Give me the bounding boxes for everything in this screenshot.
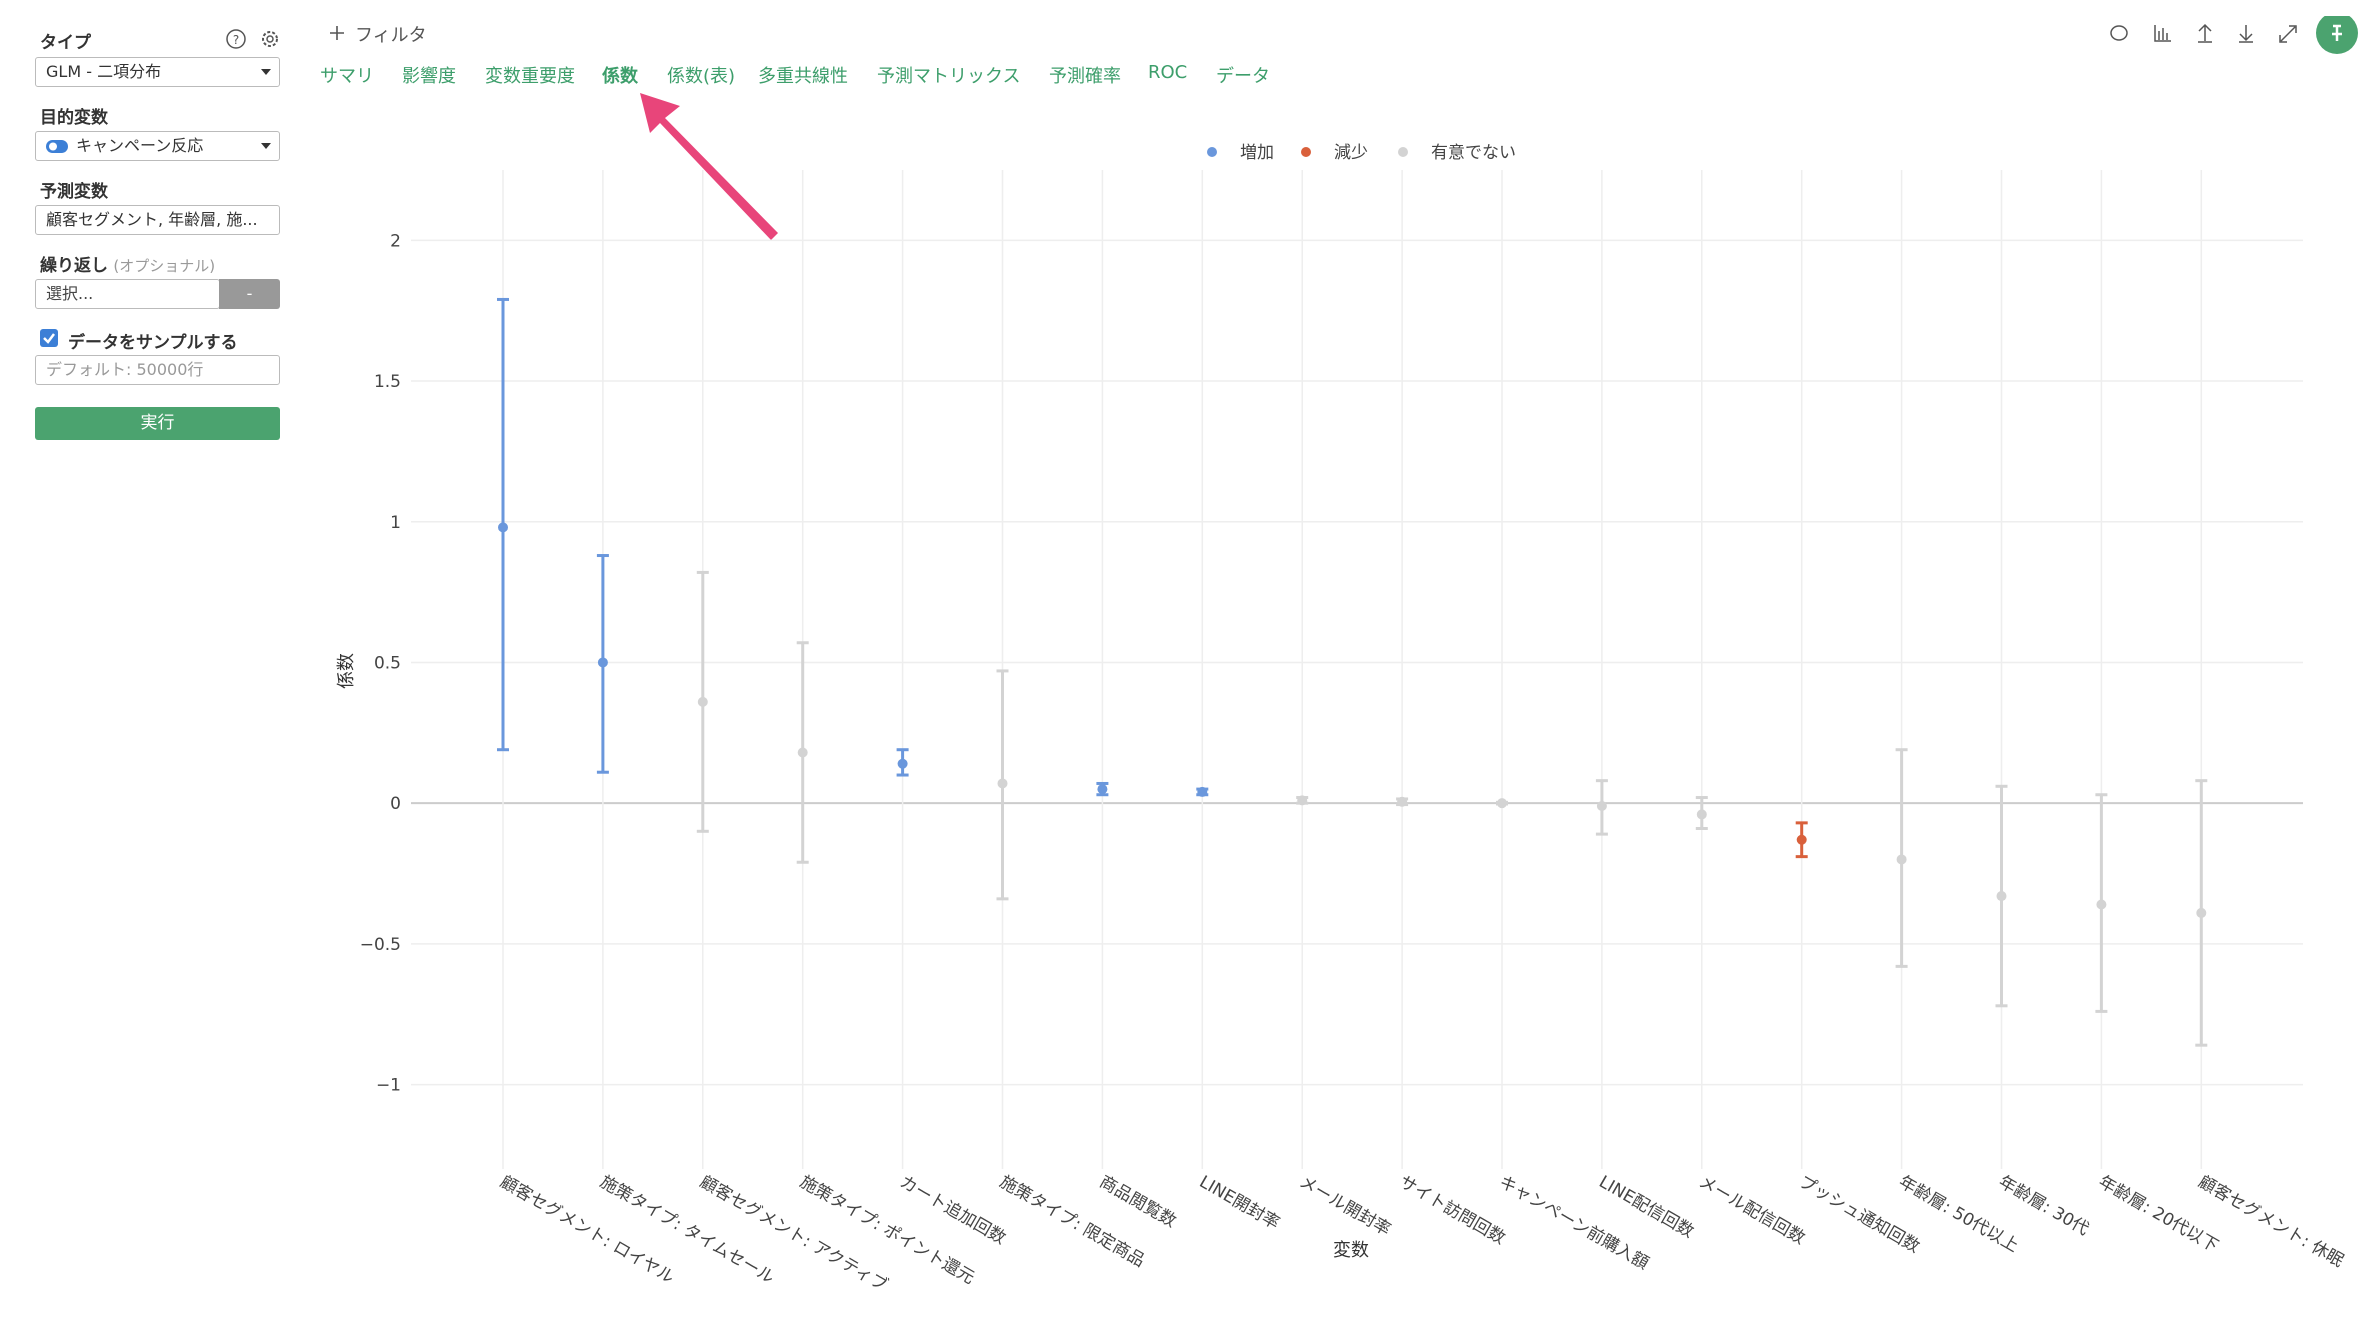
legend-marker — [1301, 147, 1311, 157]
x-tick-label: 顧客セグメント: ロイヤル — [497, 1172, 678, 1288]
point — [1097, 784, 1108, 795]
y-tick-label: −0.5 — [360, 935, 401, 955]
x-axis-title: 変数 — [1333, 1240, 1369, 1261]
x-tick-label: 施策タイプ: 限定商品 — [996, 1172, 1148, 1271]
point — [2096, 899, 2107, 910]
run-button[interactable]: 実行 — [35, 407, 280, 440]
point — [997, 778, 1008, 789]
annotation-arrow — [640, 93, 778, 240]
label: 予測変数 — [40, 182, 108, 202]
label: タイプ — [40, 33, 91, 53]
point — [1696, 809, 1707, 820]
sidebar: タイプ ? GLM - 二項分布 目的変数 キャンペーン反応 予測変数 顧客セグ… — [0, 0, 300, 1318]
select[interactable]: キャンペーン反応 — [35, 131, 280, 161]
legend-marker — [1398, 147, 1408, 157]
y-axis-title: 係数 — [336, 653, 357, 689]
point — [1197, 786, 1208, 797]
value: キャンペーン反応 — [76, 136, 204, 155]
x-tick-label: 施策タイプ: タイムセール — [596, 1172, 777, 1288]
point — [797, 747, 808, 758]
legend-label: 減少 — [1334, 143, 1368, 163]
x-tick-label: 年齢層: 30代 — [1995, 1172, 2092, 1240]
label: 繰り返し — [40, 256, 108, 276]
plus-icon — [330, 26, 344, 40]
point — [1596, 800, 1607, 811]
y-tick-label: 1 — [390, 513, 401, 533]
x-tick-label: 顧客セグメント: アクティブ — [696, 1171, 891, 1296]
legend-label: 増加 — [1240, 143, 1274, 163]
button[interactable]: - — [219, 279, 280, 309]
x-tick-label: メール開封率 — [1296, 1172, 1394, 1240]
tab[interactable]: 予測マトリックス — [877, 66, 1021, 87]
svg-text:?: ? — [233, 33, 239, 47]
select[interactable]: 選択... — [35, 279, 220, 309]
tab[interactable]: 多重共線性 — [758, 66, 848, 87]
value: GLM - 二項分布 — [46, 62, 162, 81]
x-tick-label: 顧客セグメント: 休眠 — [2195, 1172, 2347, 1271]
point — [897, 758, 908, 769]
x-tick-label: カート追加回数 — [896, 1172, 1009, 1249]
point — [1297, 795, 1308, 806]
caret — [261, 143, 271, 149]
tab[interactable]: 影響度 — [402, 66, 456, 87]
x-tick-label: 年齢層: 50代以上 — [1895, 1172, 2022, 1257]
point — [1996, 891, 2007, 902]
x-tick-label: メール配信回数 — [1695, 1172, 1808, 1249]
x-tick-label: サイト訪問回数 — [1396, 1172, 1509, 1249]
tab[interactable]: データ — [1216, 66, 1270, 87]
point — [498, 522, 508, 533]
x-tick-label: キャンペーン前購入額 — [1496, 1172, 1652, 1274]
legend-label: 有意でない — [1431, 143, 1516, 163]
optional: (オプショナル) — [113, 257, 216, 275]
y-tick-label: 0 — [390, 794, 401, 814]
filter-button[interactable]: フィルタ — [355, 25, 427, 46]
caret — [261, 69, 271, 75]
toolbar-icons[interactable] — [2100, 16, 2360, 56]
x-tick-label: 年齢層: 20代以下 — [2095, 1172, 2222, 1257]
tab[interactable]: 係数(表) — [667, 66, 736, 87]
toggle-icon — [46, 140, 68, 153]
label-row: 繰り返し (オプショナル) — [40, 251, 215, 276]
y-tick-label: 0.5 — [374, 653, 401, 673]
tab[interactable]: サマリ — [320, 66, 374, 87]
y-tick-label: 2 — [390, 231, 401, 251]
label: 目的変数 — [40, 108, 108, 128]
input[interactable]: デフォルト: 50000行 — [35, 355, 280, 385]
point — [597, 657, 608, 668]
checkbox[interactable] — [40, 329, 58, 347]
point — [1896, 854, 1907, 865]
x-tick-label: 施策タイプ: ポイント還元 — [796, 1172, 978, 1288]
x-tick-label: LINE配信回数 — [1595, 1172, 1697, 1242]
x-tick-label: プッシュ通知回数 — [1795, 1172, 1923, 1257]
x-tick-label: LINE開封率 — [1196, 1172, 1283, 1234]
point — [1796, 834, 1807, 845]
point — [2196, 907, 2207, 918]
point — [1397, 796, 1408, 807]
tab[interactable]: 変数重要度 — [485, 66, 575, 87]
legend-marker — [1207, 147, 1217, 157]
y-tick-label: 1.5 — [374, 372, 401, 392]
icons[interactable]: ? — [222, 27, 282, 51]
tab[interactable]: 係数 — [602, 66, 638, 87]
input[interactable]: 顧客セグメント, 年齢層, 施... — [35, 205, 280, 235]
y-tick-label: −1 — [376, 1076, 401, 1096]
tab[interactable]: ROC — [1148, 62, 1188, 83]
point — [697, 696, 708, 707]
x-tick-label: 商品閲覧数 — [1096, 1172, 1180, 1232]
tab[interactable]: 予測確率 — [1049, 66, 1121, 87]
point — [1497, 798, 1507, 809]
select[interactable]: GLM - 二項分布 — [35, 57, 280, 87]
label: データをサンプルする — [68, 333, 238, 353]
